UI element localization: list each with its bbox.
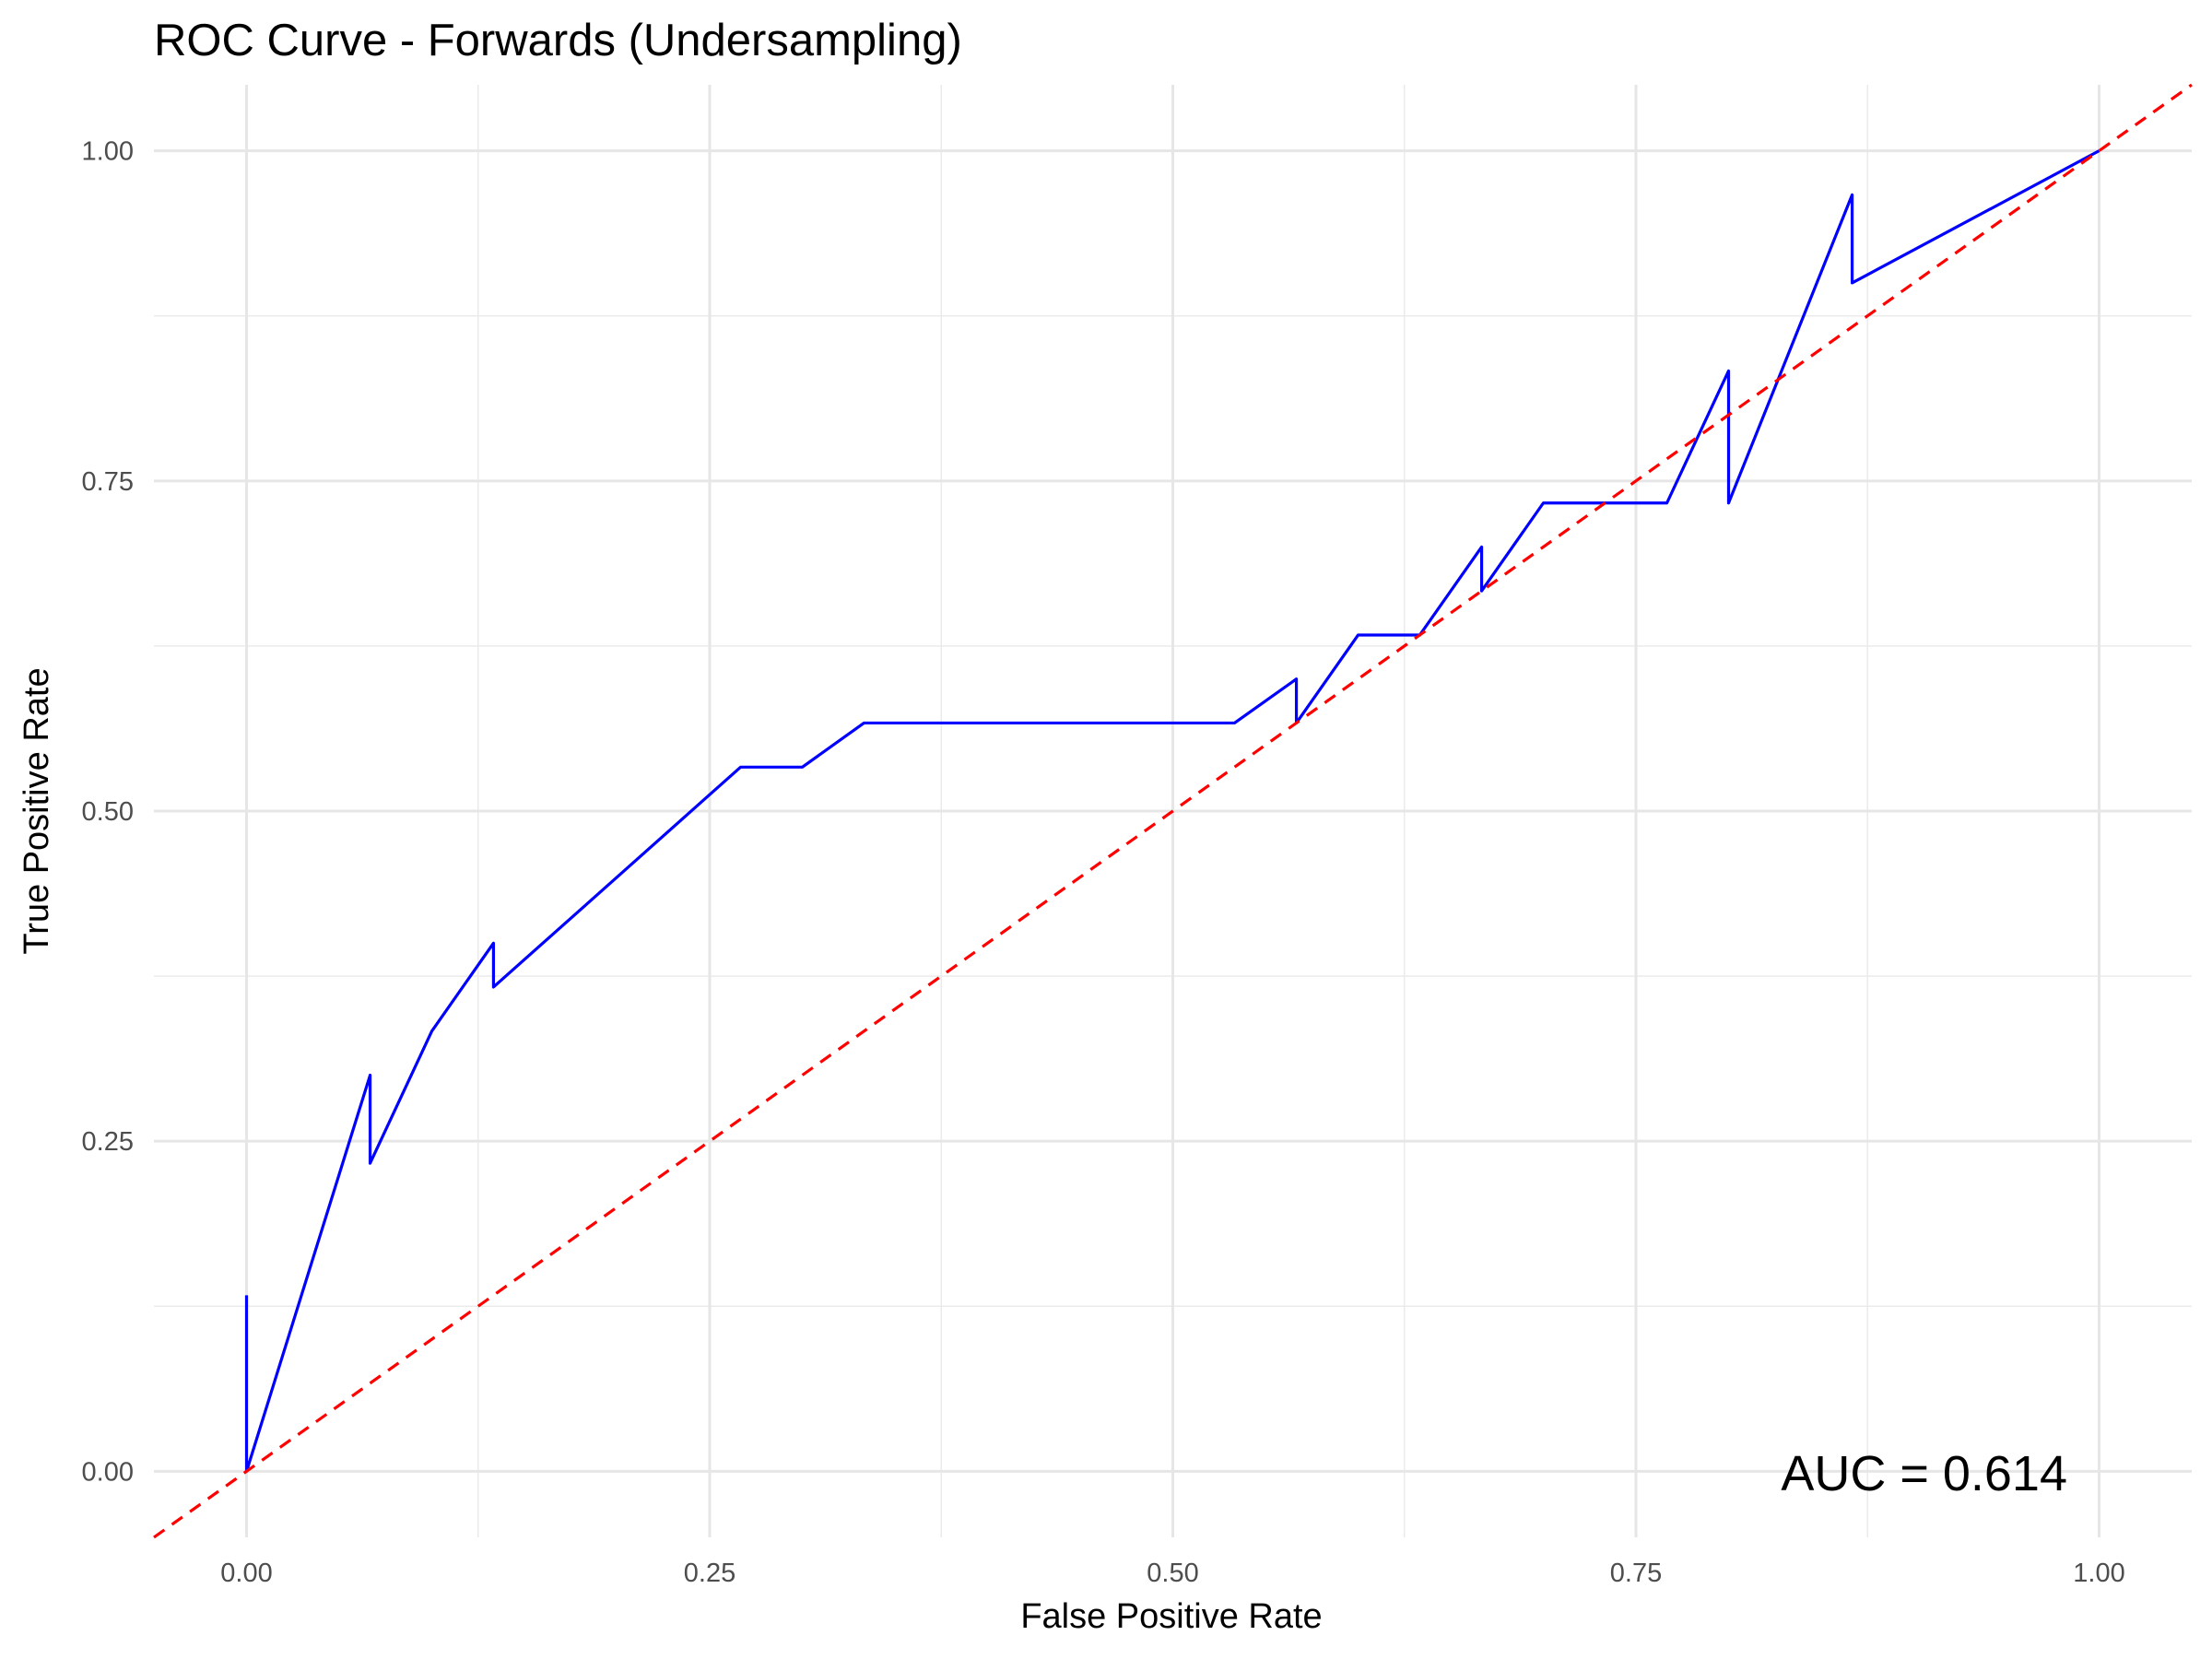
x-axis-title: False Positive Rate: [1020, 1597, 1322, 1636]
x-tick-label: 1.00: [2073, 1559, 2124, 1588]
x-tick-label: 0.75: [1610, 1559, 1662, 1588]
y-tick-label: 0.25: [82, 1127, 134, 1157]
x-tick-labels: 0.00 0.25 0.50 0.75 1.00: [220, 1559, 2124, 1588]
y-axis-title: True Positive Rate: [18, 667, 56, 954]
x-tick-label: 0.00: [220, 1559, 272, 1588]
y-tick-label: 1.00: [82, 137, 134, 167]
series-layer: [153, 83, 2193, 1539]
major-gridlines: [154, 85, 2192, 1537]
y-tick-label: 0.75: [82, 467, 134, 497]
chance-diagonal-line: [153, 83, 2193, 1539]
x-tick-label: 0.50: [1147, 1559, 1198, 1588]
y-tick-label: 0.00: [82, 1457, 134, 1487]
roc-curve-line: [244, 149, 2100, 1473]
auc-annotation: AUC = 0.614: [1781, 1446, 2067, 1501]
x-tick-label: 0.25: [684, 1559, 735, 1588]
y-tick-labels: 0.00 0.25 0.50 0.75 1.00: [82, 137, 134, 1488]
chart-title: ROC Curve - Forwards (Undersampling): [154, 16, 962, 65]
y-tick-label: 0.50: [82, 797, 134, 827]
